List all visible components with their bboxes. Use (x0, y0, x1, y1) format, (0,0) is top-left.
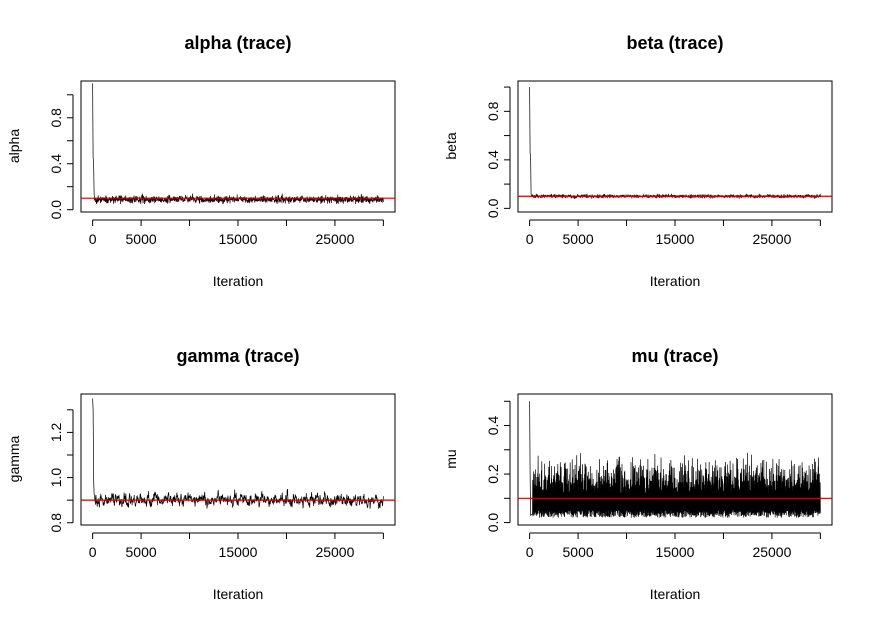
y-axis-label: mu (443, 449, 459, 468)
x-tick-label: 0 (89, 544, 97, 560)
x-axis: 0 5000 15000 25000 (526, 219, 821, 247)
x-axis: 0 5000 15000 25000 (89, 219, 384, 247)
x-tick-label: 25000 (752, 231, 791, 247)
x-tick-label: 5000 (563, 231, 594, 247)
chart-title: mu (trace) (631, 346, 718, 366)
x-axis-label: Iteration (213, 273, 264, 289)
x-axis-label: Iteration (650, 586, 701, 602)
chart-title: gamma (trace) (176, 346, 299, 366)
y-axis: 0.0 0.4 0.8 (485, 86, 511, 218)
x-tick-label: 0 (526, 544, 534, 560)
x-tick-label: 25000 (315, 544, 354, 560)
y-axis: 0.0 0.2 0.4 (485, 400, 511, 533)
x-tick-label: 25000 (315, 231, 354, 247)
x-tick-label: 5000 (126, 231, 157, 247)
y-tick-label: 0.0 (485, 198, 501, 218)
plot-area (518, 401, 832, 518)
y-tick-label: 0.4 (485, 416, 501, 436)
x-tick-label: 15000 (219, 231, 258, 247)
y-axis-label: beta (443, 132, 459, 159)
trace-line (92, 83, 384, 204)
panel-alpha-trace: alpha (trace) Iteration alpha 0 5000 15000… (6, 33, 396, 289)
trace-line (92, 398, 384, 510)
panel-beta-trace: beta (trace) Iteration beta 0 5000 15000 25… (443, 33, 833, 289)
y-tick-label: 1.2 (48, 422, 64, 442)
y-tick-label: 0.4 (48, 154, 64, 174)
y-tick-label: 1.0 (48, 468, 64, 488)
y-tick-label: 0.0 (485, 513, 501, 533)
panel-mu-trace: mu (trace) Iteration mu 0 5000 15000 25000 … (443, 346, 833, 602)
x-axis: 0 5000 15000 25000 (89, 532, 384, 560)
panel-gamma-trace: gamma (trace) Iteration gamma 0 5000 15000… (6, 346, 396, 602)
x-axis-label: Iteration (213, 586, 264, 602)
y-axis-label: alpha (6, 129, 22, 163)
x-tick-label: 5000 (126, 544, 157, 560)
x-axis-label: Iteration (650, 273, 701, 289)
x-tick-label: 0 (526, 231, 534, 247)
x-tick-label: 15000 (219, 544, 258, 560)
x-tick-label: 5000 (563, 544, 594, 560)
plot-area (518, 87, 832, 200)
chart-title: beta (trace) (626, 33, 723, 53)
trace-line (529, 401, 821, 518)
chart-title: alpha (trace) (184, 33, 291, 53)
plot-frame (80, 80, 396, 213)
x-tick-label: 15000 (656, 231, 695, 247)
y-tick-label: 0.4 (485, 150, 501, 170)
trace-line (529, 87, 821, 200)
plot-frame (517, 80, 833, 213)
y-axis-label: gamma (6, 435, 22, 482)
plot-area (81, 83, 395, 204)
plot-frame (80, 393, 396, 526)
y-tick-label: 0.0 (48, 200, 64, 220)
x-tick-label: 25000 (752, 544, 791, 560)
y-tick-label: 0.2 (485, 464, 501, 484)
y-tick-label: 0.8 (485, 101, 501, 121)
y-tick-label: 0.8 (48, 513, 64, 533)
x-tick-label: 0 (89, 231, 97, 247)
y-axis: 0.0 0.4 0.8 (48, 94, 74, 220)
x-axis: 0 5000 15000 25000 (526, 532, 821, 560)
plot-area (81, 398, 395, 510)
x-tick-label: 15000 (656, 544, 695, 560)
y-tick-label: 0.8 (48, 108, 64, 128)
y-axis: 0.8 1.0 1.2 (48, 409, 74, 533)
plot-frame (517, 393, 833, 526)
